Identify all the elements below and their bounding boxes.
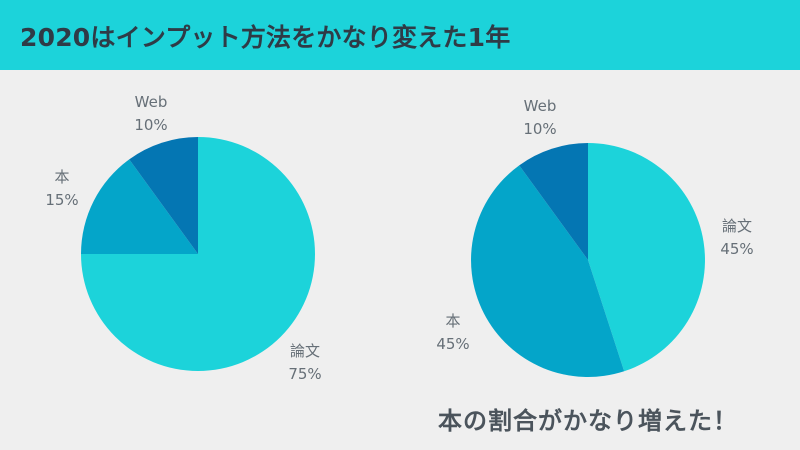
- pie1-slice-hon: [81, 159, 198, 254]
- pie2-value-hon: 45%: [436, 335, 469, 353]
- pie2-slice-web: [519, 143, 588, 260]
- callout-text: 本の割合がかなり増えた！: [438, 407, 738, 435]
- pie1-value-ronbun: 75%: [288, 365, 321, 383]
- pie2-slice-hon: [471, 165, 625, 377]
- pie1-label-web: Web: [135, 93, 168, 111]
- header-bar: [0, 0, 800, 70]
- pie1-label-ronbun: 論文: [290, 342, 320, 360]
- pie1-slice-web: [129, 137, 198, 254]
- page-title: 2020はインプット方法をかなり変えた1年: [20, 23, 511, 52]
- pie2-label-web: Web: [524, 97, 557, 115]
- pie1-value-web: 10%: [134, 116, 167, 134]
- pie2-slice-ronbun: [588, 143, 705, 372]
- pie1-label-hon: 本: [54, 168, 69, 186]
- pie1-value-hon: 15%: [45, 191, 78, 209]
- pie2-value-web: 10%: [523, 120, 556, 138]
- pie2-label-ronbun: 論文: [722, 217, 752, 235]
- pie2-label-hon: 本: [445, 312, 460, 330]
- pie2-value-ronbun: 45%: [720, 240, 753, 258]
